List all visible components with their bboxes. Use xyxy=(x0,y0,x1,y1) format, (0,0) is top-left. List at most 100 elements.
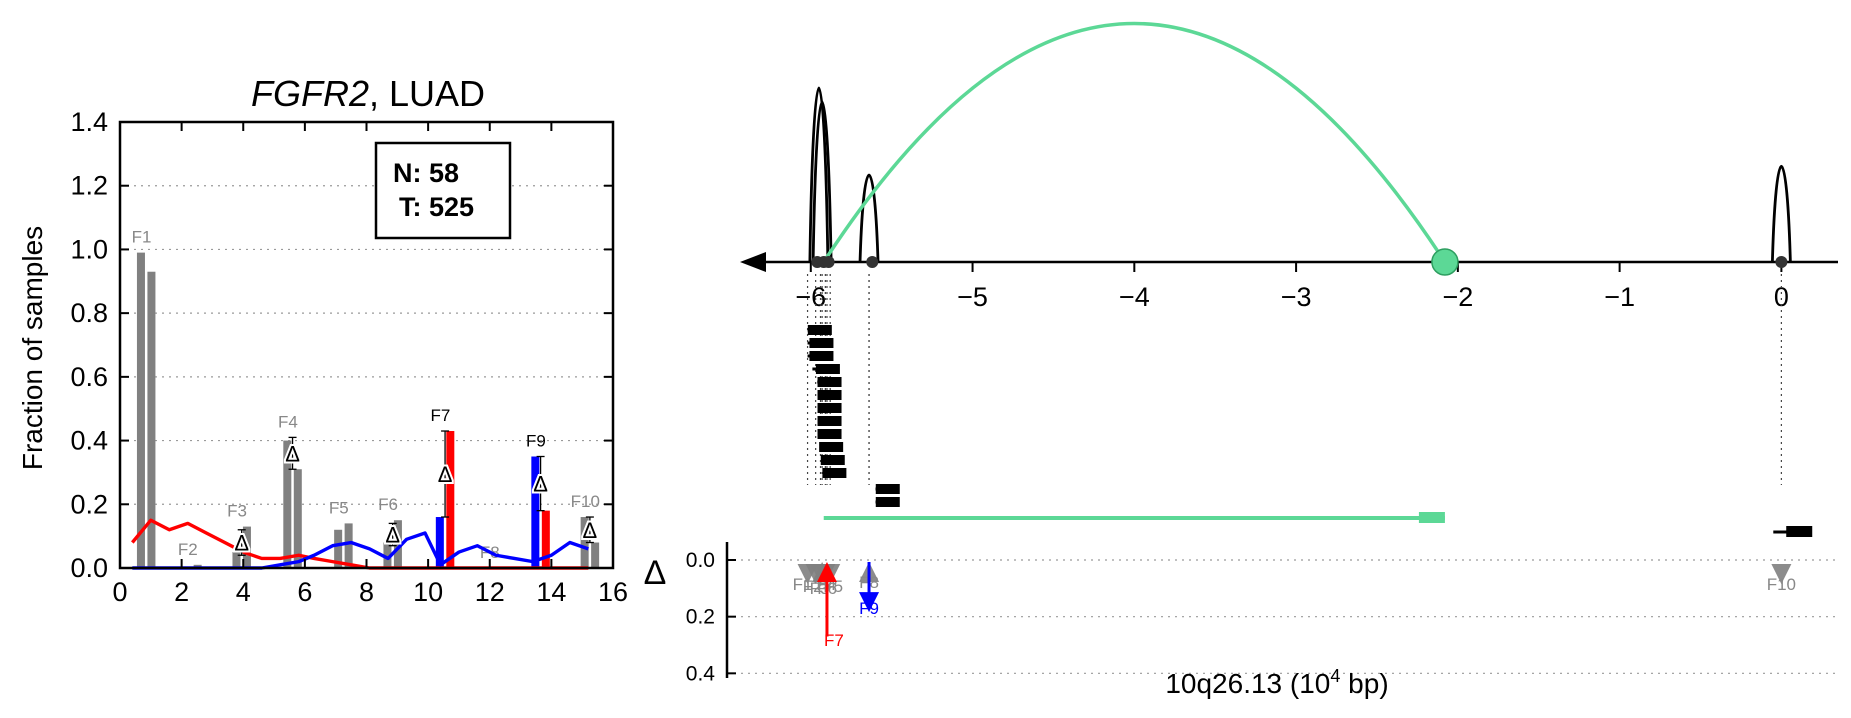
genomic-xtick-label: −2 xyxy=(1442,282,1473,312)
left-chart-title: FGFR2, LUAD xyxy=(251,73,485,114)
bar-f10-normal xyxy=(580,517,589,568)
left-chart: FGFR2, LUAD Fraction of samples F1 F2 F3 F4… xyxy=(17,73,628,607)
left-ytick-label: 0.8 xyxy=(70,298,108,328)
junction-dot xyxy=(866,256,879,268)
delta-feature-label-f7: F7 xyxy=(824,631,844,650)
left-ytick-label: 1.2 xyxy=(70,171,108,201)
delta-tick-label: 0.4 xyxy=(686,662,716,685)
left-xtick-label: 14 xyxy=(536,577,566,607)
series-line-blue xyxy=(132,531,589,570)
genomic-xtick-label: −3 xyxy=(1281,282,1312,312)
bar-label-f9: F9 xyxy=(526,432,546,451)
delta-feature-label-f1: F1 xyxy=(793,575,813,594)
junction-dot xyxy=(1775,256,1788,268)
delta-tick-label: 0.2 xyxy=(686,606,715,629)
bar-label-f7: F7 xyxy=(431,406,451,425)
delta-marker-f4: Δ xyxy=(285,441,300,466)
green-transcript-exon xyxy=(1418,512,1445,523)
transcript-exon xyxy=(1786,526,1813,537)
genomic-xtick-label: −5 xyxy=(957,282,988,312)
bar-label-f4: F4 xyxy=(278,412,298,431)
splice-arc xyxy=(822,21,1447,263)
bar-f9-normal xyxy=(531,456,540,568)
coverage-peak xyxy=(1770,165,1792,263)
left-error-bars: Δ Δ Δ Δ Δ Δ xyxy=(232,430,600,558)
left-lines xyxy=(131,518,589,570)
left-ticks: 0.0 0.2 0.4 0.6 0.8 1.0 1.2 1.4 0 2 4 6 8 10 12 14 16 xyxy=(70,107,628,607)
left-ytick-label: 0.0 xyxy=(70,553,108,583)
left-xtick-label: 16 xyxy=(598,577,628,607)
bar-f4-tumor xyxy=(293,469,302,568)
transcript-exon xyxy=(875,497,900,507)
left-xtick-label: 4 xyxy=(236,577,251,607)
right-chart: −6−5−4−3−2−10 0.00.20.40.6F1F2F3F4F5F6F7… xyxy=(644,21,1838,699)
bar-f9-tumor xyxy=(541,510,550,568)
bar-f5-tumor xyxy=(344,523,353,568)
delta-feature-label-f3: F3 xyxy=(810,579,830,598)
transcript-exon xyxy=(809,351,834,361)
transcript-exon xyxy=(822,468,847,478)
bar-f3-normal xyxy=(232,552,241,568)
delta-panel: 0.00.20.40.6F1F2F3F4F5F6F7F8F9F10 xyxy=(686,542,1838,685)
delta-marker-f10: Δ xyxy=(583,518,598,543)
coverage-peak xyxy=(811,100,833,263)
legend-frame xyxy=(374,141,512,240)
arrow-down-icon xyxy=(859,592,880,613)
arrow-up-icon xyxy=(816,562,837,582)
bar-f4-normal xyxy=(283,440,292,568)
left-xtick-label: 12 xyxy=(475,577,505,607)
triangle-down-icon xyxy=(1771,564,1792,584)
bar-f1-normal xyxy=(136,252,145,568)
delta-marker-f3: Δ xyxy=(234,531,249,556)
transcript-exon xyxy=(809,338,834,348)
bar-f5-normal xyxy=(334,529,343,568)
transcript-exon xyxy=(817,377,842,387)
bar-f10-tumor xyxy=(591,542,600,568)
delta-marker-f9: Δ xyxy=(533,472,548,497)
coverage-peak xyxy=(808,86,830,263)
transcript-exon xyxy=(817,429,842,439)
left-ytick-label: 0.6 xyxy=(70,362,108,392)
genomic-track: −6 −5 −4 −3 −2 −1 0 xyxy=(740,21,1838,537)
left-ytick-label: 1.0 xyxy=(70,234,108,264)
bar-f6-tumor xyxy=(393,520,402,568)
transcript-exon xyxy=(817,416,842,426)
transcript-exon xyxy=(815,364,840,374)
genomic-xtick-label: −4 xyxy=(1119,282,1150,312)
bar-f7-normal xyxy=(435,517,444,568)
left-xtick-label: 10 xyxy=(413,577,443,607)
left-ytick-label: 0.4 xyxy=(70,426,108,456)
genomic-xtick-label: 0 xyxy=(1774,282,1789,312)
delta-tick-label: 0.0 xyxy=(686,549,715,572)
bar-label-f6: F6 xyxy=(378,495,398,514)
transcript-exon xyxy=(875,484,900,494)
genomic-xtick-label: −1 xyxy=(1604,282,1635,312)
left-xtick-label: 6 xyxy=(297,577,312,607)
legend-n: N: 58 xyxy=(393,158,459,188)
left-xtick-label: 2 xyxy=(174,577,189,607)
bar-f3-tumor xyxy=(242,526,251,568)
transcript-exon xyxy=(820,455,845,465)
bar-f1-tumor xyxy=(147,271,156,568)
coverage-peak xyxy=(858,173,880,263)
left-chart-ylabel: Fraction of samples xyxy=(17,226,48,470)
delta-marker-f6: Δ xyxy=(385,523,400,548)
junction-dot xyxy=(822,256,835,268)
genomic-axis-label: 10q26.13 (104 bp) xyxy=(1165,666,1388,699)
left-ytick-label: 0.2 xyxy=(70,489,108,519)
bar-label-f10: F10 xyxy=(571,492,600,511)
axis-arrow-icon xyxy=(740,252,766,272)
transcript-exon xyxy=(817,403,842,413)
bar-label-f5: F5 xyxy=(329,498,349,517)
bar-f6-normal xyxy=(383,542,392,568)
bar-label-f1: F1 xyxy=(132,228,152,247)
delta-feature-label-f9: F9 xyxy=(859,599,879,618)
delta-marker-f7: Δ xyxy=(438,462,453,487)
arc-endpoint-marker xyxy=(1431,248,1459,276)
bar-f7-tumor xyxy=(446,431,455,568)
legend-box: N: 58 T: 525 xyxy=(374,141,512,240)
transcript-exon xyxy=(807,325,832,335)
transcript-exon xyxy=(817,390,842,400)
legend-t: T: 525 xyxy=(399,192,474,222)
